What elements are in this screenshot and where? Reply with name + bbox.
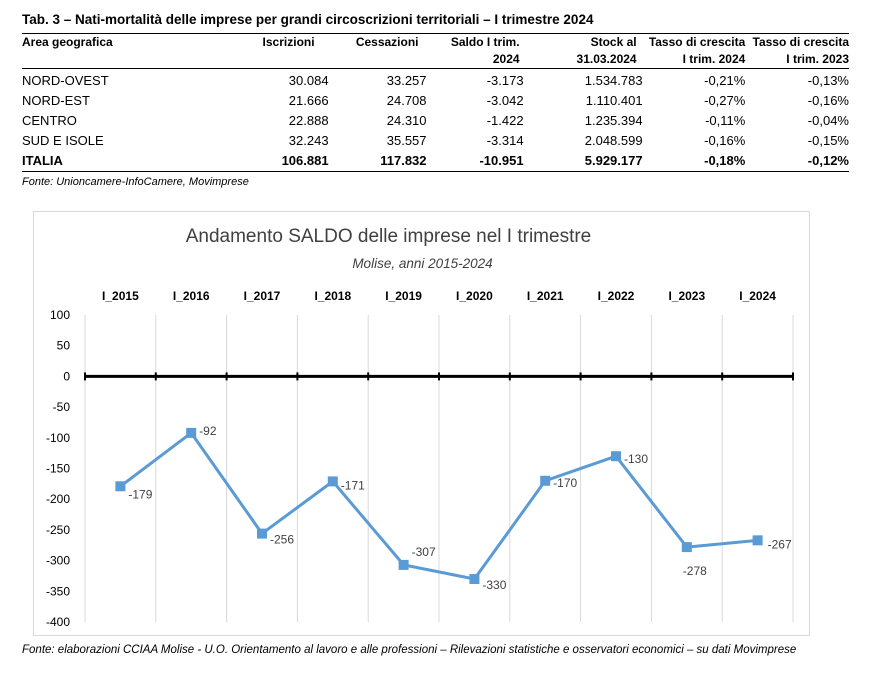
cell-cessazioni: 117.832 — [328, 151, 427, 172]
data-point-marker — [611, 451, 621, 462]
data-label: -330 — [482, 578, 506, 592]
table-row: SUD E ISOLE 32.243 35.557 -3.314 2.048.5… — [22, 131, 849, 151]
header-iscrizioni: Iscrizioni — [262, 35, 315, 49]
cell-iscrizioni: 32.243 — [288, 133, 329, 148]
data-point-marker — [257, 528, 267, 539]
y-tick-label: -300 — [46, 554, 70, 568]
header-tasso-2023: Tasso di crescita I trim. 2023 — [752, 35, 850, 66]
cell-cessazioni: 24.708 — [386, 93, 427, 108]
cell-cessazioni: 35.557 — [386, 133, 427, 148]
data-point-marker — [327, 476, 338, 487]
y-tick-label: -250 — [46, 523, 70, 537]
x-category-label: I_2024 — [739, 289, 776, 303]
data-label: -267 — [768, 537, 792, 551]
cell-stock: 1.110.401 — [585, 93, 643, 108]
cell-tasso-2024: -0,11% — [705, 113, 746, 128]
data-label: -171 — [341, 478, 365, 492]
cell-stock: 2.048.599 — [584, 133, 643, 148]
chart-source: Fonte: elaborazioni CCIAA Molise - U.O. … — [22, 644, 797, 656]
data-label: -170 — [553, 476, 577, 490]
cell-iscrizioni: 21.666 — [288, 93, 329, 108]
data-label: -92 — [199, 424, 217, 438]
header-saldo: Saldo I trim. 2024 — [450, 35, 520, 66]
chart-subtitle: Molise, anni 2015-2024 — [352, 256, 493, 271]
cell-tasso-2023: -0,13% — [807, 73, 849, 88]
table-source: Fonte: Unioncamere-InfoCamere, Movimpres… — [22, 176, 249, 188]
y-tick-label: -200 — [46, 492, 70, 506]
cell-saldo: -3.042 — [486, 93, 524, 108]
y-tick-label: -50 — [53, 400, 71, 414]
table-row: CENTRO 22.888 24.310 -1.422 1.235.394 -0… — [22, 111, 849, 131]
data-point-marker — [681, 542, 692, 553]
data-point-marker — [186, 427, 197, 438]
cell-saldo: -10.951 — [426, 151, 524, 172]
x-category-label: I_2015 — [102, 289, 139, 303]
y-tick-label: 0 — [63, 369, 70, 383]
cell-cessazioni: 33.257 — [386, 73, 427, 88]
y-tick-label: -100 — [46, 431, 70, 445]
table-row: NORD-EST 21.666 24.708 -3.042 1.110.401 … — [22, 91, 849, 111]
chart-area — [33, 211, 810, 636]
cell-tasso-2023: -0,16% — [807, 93, 849, 108]
header-stock: Stock al 31.03.2024 — [576, 35, 637, 66]
x-category-label: I_2018 — [314, 289, 351, 303]
cell-stock: 1.235.394 — [584, 113, 643, 128]
header-area: Area geografica — [22, 35, 113, 49]
cell-stock: 1.534.783 — [584, 73, 643, 88]
data-label: -278 — [683, 564, 707, 578]
y-tick-label: -350 — [46, 584, 70, 598]
cell-area: NORD-OVEST — [22, 73, 109, 88]
x-category-label: I_2022 — [598, 289, 635, 303]
births-deaths-table: Area geografica Iscrizioni Cessazioni Sa… — [22, 33, 849, 172]
cell-tasso-2023: -0,04% — [807, 113, 849, 128]
table-row: NORD-OVEST 30.084 33.257 -3.173 1.534.78… — [22, 69, 849, 92]
cell-iscrizioni: 106.881 — [221, 151, 329, 172]
cell-stock: 5.929.177 — [523, 151, 643, 172]
y-tick-label: -150 — [46, 462, 70, 476]
y-tick-label: 50 — [57, 339, 71, 353]
cell-iscrizioni: 22.888 — [288, 113, 329, 128]
data-point-marker — [398, 559, 409, 570]
x-category-label: I_2017 — [244, 289, 281, 303]
cell-area: NORD-EST — [22, 93, 90, 108]
data-point-marker — [752, 535, 763, 546]
cell-area: CENTRO — [22, 113, 77, 128]
x-category-label: I_2023 — [668, 289, 705, 303]
header-cessazioni: Cessazioni — [355, 35, 419, 49]
cell-tasso-2024: -0,27% — [704, 93, 746, 108]
cell-iscrizioni: 30.084 — [288, 73, 329, 88]
y-tick-label: -400 — [46, 615, 70, 629]
cell-area: ITALIA — [22, 151, 222, 172]
data-label: -307 — [412, 545, 436, 559]
series-line — [119, 431, 758, 581]
cell-tasso-2023: -0,15% — [807, 133, 849, 148]
cell-area: SUD E ISOLE — [22, 133, 104, 148]
cell-tasso-2023: -0,12% — [745, 151, 849, 172]
data-label: -130 — [624, 452, 648, 466]
cell-saldo: -1.422 — [486, 113, 524, 128]
cell-saldo: -3.173 — [486, 73, 524, 88]
table-total-row: ITALIA 106.881 117.832 -10.951 5.929.177… — [22, 151, 849, 172]
table-header-row: Area geografica Iscrizioni Cessazioni Sa… — [22, 33, 850, 69]
cell-tasso-2024: -0,18% — [642, 151, 746, 172]
x-category-label: I_2016 — [173, 289, 210, 303]
cell-saldo: -3.314 — [486, 133, 524, 148]
x-category-label: I_2021 — [527, 289, 564, 303]
header-tasso-2024: Tasso di crescita I trim. 2024 — [648, 35, 746, 66]
data-point-marker — [540, 475, 551, 486]
table-title: Tab. 3 – Nati-mortalità delle imprese pe… — [22, 12, 594, 27]
x-category-label: I_2020 — [456, 289, 493, 303]
data-label: -179 — [128, 487, 152, 501]
x-category-label: I_2019 — [385, 289, 422, 303]
cell-tasso-2024: -0,16% — [704, 133, 746, 148]
data-point-marker — [115, 481, 126, 492]
cell-tasso-2024: -0,21% — [704, 73, 746, 88]
chart-title: Andamento SALDO delle imprese nel I trim… — [185, 226, 592, 247]
cell-cessazioni: 24.310 — [386, 113, 427, 128]
data-point-marker — [469, 574, 480, 585]
data-label: -256 — [270, 533, 294, 547]
y-tick-label: 100 — [50, 308, 70, 322]
